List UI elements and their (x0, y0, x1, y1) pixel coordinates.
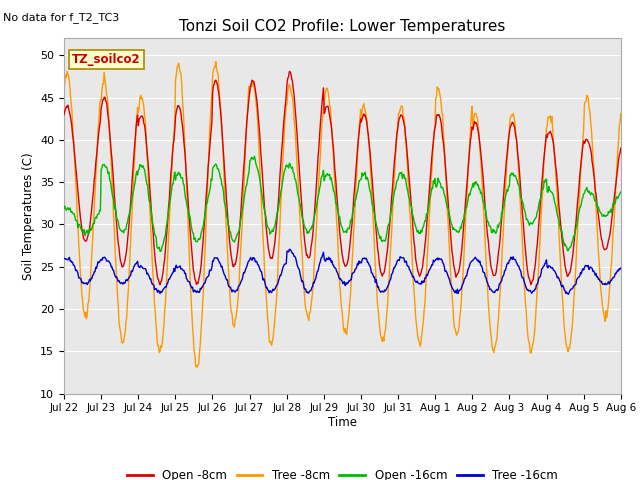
Text: No data for f_T2_TC3: No data for f_T2_TC3 (3, 12, 120, 23)
X-axis label: Time: Time (328, 416, 357, 429)
Text: TZ_soilco2: TZ_soilco2 (72, 53, 141, 66)
Y-axis label: Soil Temperatures (C): Soil Temperatures (C) (22, 152, 35, 280)
Title: Tonzi Soil CO2 Profile: Lower Temperatures: Tonzi Soil CO2 Profile: Lower Temperatur… (179, 20, 506, 35)
Legend: Open -8cm, Tree -8cm, Open -16cm, Tree -16cm: Open -8cm, Tree -8cm, Open -16cm, Tree -… (122, 465, 563, 480)
